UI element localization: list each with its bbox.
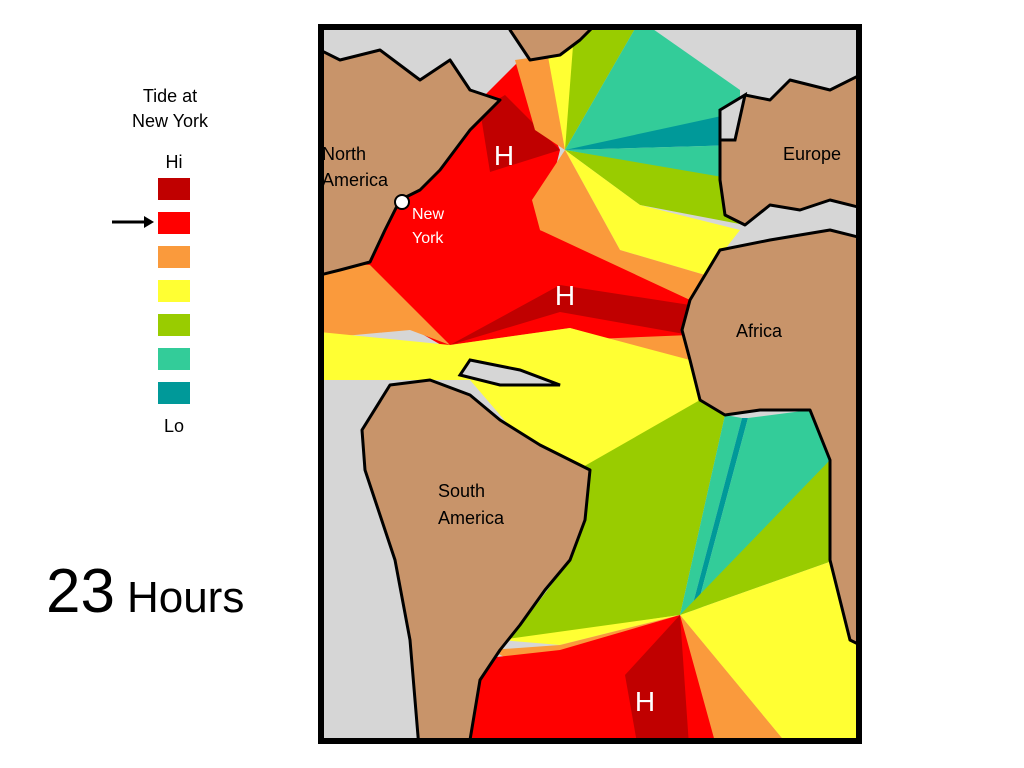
tide-zone	[680, 460, 835, 615]
map-label: America	[322, 170, 389, 190]
tide-zone	[690, 418, 748, 615]
tide-zone	[565, 112, 740, 150]
map-label: Europe	[783, 144, 841, 164]
arrow	[112, 216, 154, 228]
legend-swatch	[158, 280, 190, 302]
legend-title: Tide at	[143, 86, 197, 106]
legend-swatch	[158, 212, 190, 234]
tide-zone	[545, 40, 580, 150]
tide-zone	[680, 615, 785, 741]
legend-hi: Hi	[166, 152, 183, 172]
legend-swatch	[158, 382, 190, 404]
legend-swatch	[158, 348, 190, 370]
tide-zone	[321, 261, 450, 345]
new-york-marker	[394, 194, 410, 210]
legend-swatch	[158, 314, 190, 336]
tide-zone	[480, 95, 560, 172]
high-tide: H	[555, 280, 575, 311]
tide-zone	[565, 27, 636, 150]
hours: 23	[46, 557, 115, 626]
tide-zone	[565, 150, 745, 225]
legend-lo: Lo	[164, 416, 184, 436]
legend-title: New York	[132, 111, 209, 131]
tide-zone	[500, 615, 680, 645]
map-label: America	[438, 508, 505, 528]
hours-unit: Hours	[127, 573, 244, 622]
tide-zone	[532, 150, 705, 300]
legend-swatch	[158, 178, 190, 200]
tide-zone	[321, 60, 700, 360]
tide-zone	[680, 560, 859, 741]
tide-zone	[510, 400, 725, 640]
tide-zone	[565, 150, 740, 275]
legend-swatches	[158, 178, 190, 404]
tide-zone	[565, 27, 740, 150]
map-label: Africa	[736, 321, 783, 341]
legend-swatch	[158, 246, 190, 268]
tide-zone	[680, 415, 742, 615]
tide-zone	[450, 285, 690, 345]
time: 23 Hours	[46, 557, 244, 626]
map-label: New	[412, 206, 444, 223]
tide-zone	[625, 615, 689, 741]
tide-zone	[321, 328, 700, 485]
map-label: South	[438, 481, 485, 501]
high-tide: H	[494, 140, 514, 171]
map-label: North	[322, 144, 366, 164]
high-tide: H	[635, 686, 655, 717]
tide-zone	[695, 410, 830, 615]
map: North America New York Europe Africa Sou…	[318, 24, 862, 744]
map-label: York	[412, 230, 444, 247]
